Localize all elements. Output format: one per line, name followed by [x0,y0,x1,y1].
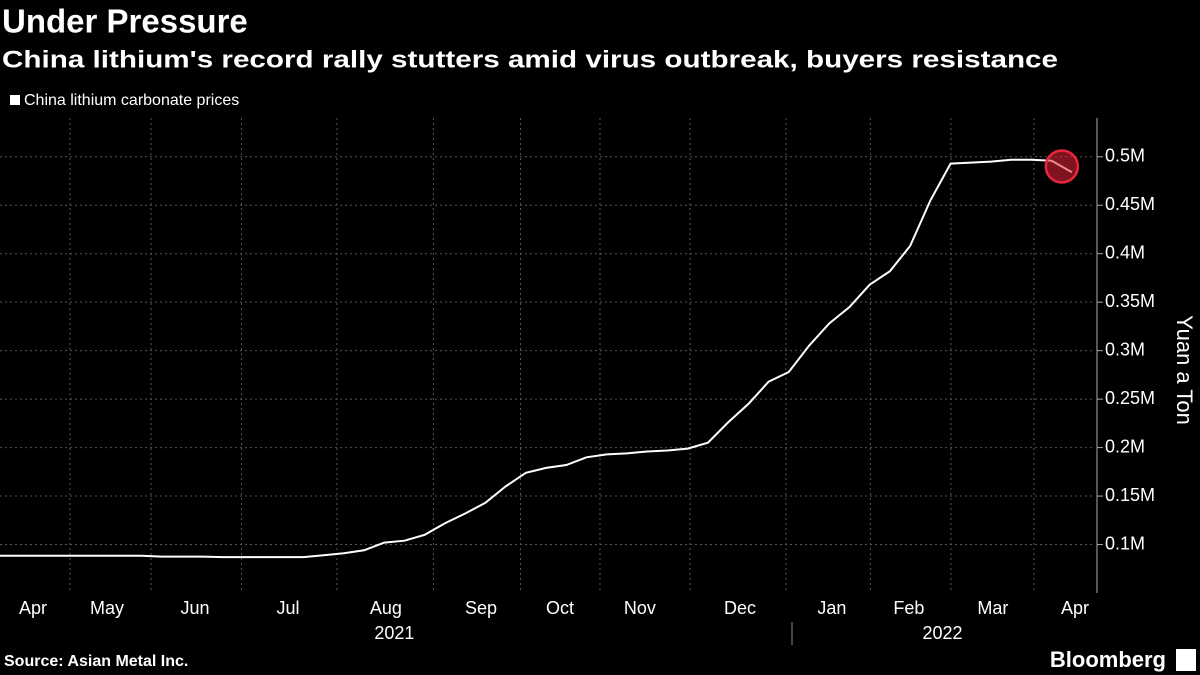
source-note: Source: Asian Metal Inc. [4,653,188,670]
y-tick-label: 0.1M [1105,533,1145,553]
brand-logo: Bloomberg [1050,647,1166,672]
y-axis-title: Yuan a Ton [1172,315,1197,425]
y-tick-label: 0.3M [1105,339,1145,359]
year-label: 2022 [922,623,962,643]
x-tick-label: Sep [465,598,497,618]
x-tick-label: Jun [180,598,209,618]
chart-title: Under Pressure [2,3,248,40]
y-tick-label: 0.2M [1105,436,1145,456]
x-tick-label: Dec [724,598,756,618]
legend-label: China lithium carbonate prices [24,92,239,109]
x-tick-label: Apr [19,598,47,618]
chart-subtitle: China lithium's record rally stutters am… [2,46,1058,73]
line-series [0,158,1073,559]
legend-swatch [10,95,20,105]
x-tick-label: Mar [977,598,1008,618]
year-label: 2021 [374,623,414,643]
y-tick-label: 0.45M [1105,194,1155,214]
brand-icon [1176,649,1196,671]
x-tick-label: Jul [277,598,300,618]
y-tick-label: 0.5M [1105,146,1145,166]
y-tick-label: 0.35M [1105,291,1155,311]
x-tick-label: May [90,598,124,618]
x-tick-label: Jan [817,598,846,618]
x-tick-label: Oct [546,598,574,618]
x-tick-label: Apr [1061,598,1089,618]
x-tick-label: Aug [370,598,402,618]
y-tick-label: 0.25M [1105,388,1155,408]
y-tick-label: 0.15M [1105,485,1155,505]
highlight-circle [1044,149,1080,184]
x-tick-label: Feb [893,598,924,618]
x-tick-label: Nov [624,598,656,618]
y-tick-label: 0.4M [1105,242,1145,262]
